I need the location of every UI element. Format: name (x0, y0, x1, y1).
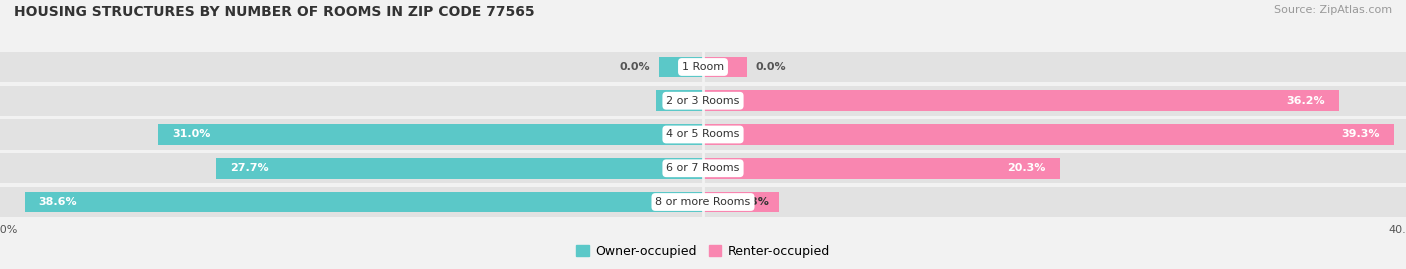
Bar (0, 52, 1406, 82)
Text: 36.2%: 36.2% (1286, 96, 1326, 106)
Bar (655, 90, 703, 111)
Bar (0, 119, 1406, 150)
Bar (703, 56, 747, 77)
Text: 38.6%: 38.6% (38, 197, 77, 207)
Text: 20.3%: 20.3% (1007, 163, 1046, 173)
Text: 4.3%: 4.3% (740, 197, 770, 207)
Bar (703, 158, 1060, 179)
Text: 0.0%: 0.0% (620, 62, 650, 72)
Bar (659, 56, 703, 77)
Bar (0, 86, 1406, 116)
Text: 2.7%: 2.7% (665, 96, 695, 106)
Text: 4 or 5 Rooms: 4 or 5 Rooms (666, 129, 740, 140)
Text: 6 or 7 Rooms: 6 or 7 Rooms (666, 163, 740, 173)
Bar (159, 124, 703, 145)
Bar (703, 192, 779, 213)
Bar (703, 124, 1393, 145)
Text: Source: ZipAtlas.com: Source: ZipAtlas.com (1274, 5, 1392, 15)
Bar (703, 90, 1340, 111)
Text: HOUSING STRUCTURES BY NUMBER OF ROOMS IN ZIP CODE 77565: HOUSING STRUCTURES BY NUMBER OF ROOMS IN… (14, 5, 534, 19)
Text: 8 or more Rooms: 8 or more Rooms (655, 197, 751, 207)
Bar (217, 158, 703, 179)
Text: 39.3%: 39.3% (1341, 129, 1379, 140)
Text: 2 or 3 Rooms: 2 or 3 Rooms (666, 96, 740, 106)
Text: 31.0%: 31.0% (173, 129, 211, 140)
Bar (0, 153, 1406, 183)
Legend: Owner-occupied, Renter-occupied: Owner-occupied, Renter-occupied (571, 240, 835, 263)
Bar (0, 187, 1406, 217)
Bar (25, 192, 703, 213)
Text: 27.7%: 27.7% (231, 163, 269, 173)
Text: 1 Room: 1 Room (682, 62, 724, 72)
Text: 0.0%: 0.0% (756, 62, 786, 72)
